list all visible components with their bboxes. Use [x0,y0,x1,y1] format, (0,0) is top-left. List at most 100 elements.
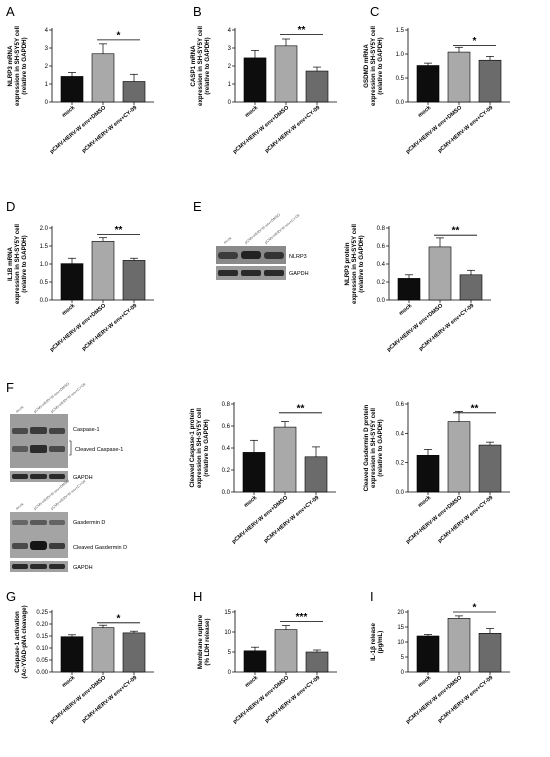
a-category-label: pCMV-HERV-W env+CY-09 [81,105,138,154]
f1-y-tick-label: 0.8 [222,402,231,408]
b-y-label: (relative to GAPDH) [204,37,211,94]
e-y-tick-label: 0.4 [377,262,386,268]
i-y-tick-label: 0 [401,670,405,676]
e-category-label: mock [398,302,414,317]
f2-bar [416,455,440,493]
blot-f2-label-gsdmd: Gasdermin D [73,520,105,526]
blot-e-band-nlrp3-lane1 [218,252,238,259]
blot-f2-band-cleaved-lane1 [12,543,28,549]
f1-y-label: Cleaved Caspase-1 protein [189,408,196,487]
blot-f2-label-cleaved: Cleaved Gasdermin D [73,545,127,551]
f2-bar [447,421,471,493]
b-bar [243,57,267,103]
blot-f2-lane-3: pCMV-HERV-W env+CY-09 [50,479,86,510]
blot-f2-label-gapdh: GAPDH [73,565,93,571]
chart-e-nlrp3-protein: 0.0 0.2 0.4 0.6 0.8 NLRP3 protein expression i… [344,224,491,353]
a-y-tick-label: 2 [45,64,49,70]
blot-e-label-gapdh: GAPDH [289,271,309,277]
i-y-tick-label: 5 [401,655,405,661]
c-significance-marker: * [473,36,477,47]
f1-y-tick-label: 0.6 [222,424,231,430]
c-y-label: expression in SH-SY5Y cell [370,26,377,106]
c-category-label: pCMV-HERV-W env+CY-09 [437,105,494,154]
c-y-tick-label: 1.0 [396,52,405,58]
chart-c-gsdmd-mrna: 0.0 0.5 1.0 1.5 GSDMD mRNA expression in SH-S… [363,26,510,155]
blot-f2-band-gsdmd-lane2 [30,520,47,525]
panel-letter-c: C [370,4,379,19]
f1-category-label: pCMV-HERV-W env+DMSO [231,495,290,546]
d-category-label: pCMV-HERV-W env+CY-09 [81,303,138,352]
d-y-label: (relative to GAPDH) [21,235,28,292]
blot-f2-gapdh-lane2 [30,564,47,569]
d-category-label: pCMV-HERV-W env+DMSO [49,303,108,354]
blot-f2-gapdh-lane1 [12,564,28,569]
a-y-tick-label: 1 [45,82,49,88]
a-bar [91,53,115,103]
a-y-label: (relative to GAPDH) [21,37,28,94]
h-y-tick-label: 0 [228,670,232,676]
h-y-tick-label: 10 [224,630,231,636]
blot-f1-label-gapdh: GAPDH [73,475,93,481]
g-bar [60,636,84,673]
a-significance-marker: * [117,30,121,41]
e-category-label: pCMV-HERV-W env+CY-09 [418,303,475,352]
h-significance-marker: *** [296,612,308,623]
blot-f1-band-casp1-lane3 [49,428,65,434]
blot-e-band-nlrp3-lane2 [241,251,261,259]
f1-category-label: mock [243,494,259,509]
d-category-label: mock [61,302,77,317]
b-y-tick-label: 4 [228,28,232,34]
f1-bar [242,452,266,493]
h-y-tick-label: 15 [224,610,231,616]
g-significance-marker: * [117,613,121,624]
panel-letter-g: G [6,589,16,604]
a-bar [122,81,146,103]
d-y-tick-label: 0.5 [40,280,49,286]
f2-y-label: expression in SH-SY5Y cell [370,408,377,488]
f1-category-label: pCMV-HERV-W env+CY-09 [263,495,320,544]
h-y-label: Membrane rupture [197,614,204,669]
c-category-label: pCMV-HERV-W env+DMSO [405,105,464,156]
f2-bar [478,444,502,493]
h-category-label: pCMV-HERV-W env+DMSO [232,675,291,726]
f2-category-label: pCMV-HERV-W env+CY-09 [437,495,494,544]
e-significance-marker: ** [452,226,460,237]
e-y-label: (relative to GAPDH) [358,235,365,292]
e-category-label: pCMV-HERV-W env+DMSO [386,303,445,354]
f2-category-label: mock [417,494,433,509]
blot-f1-band-cleaved-lane2 [30,445,47,453]
i-significance-marker: * [473,603,477,614]
i-category-label: mock [417,674,433,689]
h-y-label: (% LDH release) [204,618,211,665]
blot-f1-gapdh-lane3 [49,474,65,479]
c-y-label: GSDMD mRNA [363,44,370,88]
panel-letter-a: A [6,4,15,19]
blot-f1-gapdh-lane1 [12,474,28,479]
e-y-tick-label: 0.2 [377,280,386,286]
blot-f2-band-gsdmd-lane3 [49,520,65,525]
c-y-tick-label: 0.0 [396,100,405,106]
blot-e-lane-2: pCMV-HERV-W env+DMSO [244,213,281,245]
i-y-tick-label: 10 [397,640,404,646]
blot-f1-lane-1: mock [15,405,24,414]
f2-y-label: (relative to GAPDH) [377,419,384,476]
d-significance-marker: ** [115,225,123,236]
i-bar [447,617,471,673]
g-bar [91,627,115,673]
blot-f2-band-cleaved-lane2 [30,541,47,550]
f1-y-label: expression in SH-SY5Y cell [196,408,203,488]
e-bar [428,246,452,301]
f2-category-label: pCMV-HERV-W env+DMSO [405,495,464,546]
g-category-label: pCMV-HERV-W env+DMSO [49,675,108,726]
a-y-tick-label: 3 [45,46,49,52]
blot-f2-band-cleaved-lane3 [49,543,65,549]
b-y-tick-label: 1 [228,82,232,88]
blot-f-gasdermin: mock pCMV-HERV-W env+DMSO pCMV-HERV-W en… [10,479,127,572]
blot-e-band-gapdh-lane1 [218,270,238,276]
f2-y-tick-label: 0.4 [396,431,405,437]
f1-significance-marker: ** [297,403,305,414]
e-y-tick-label: 0.6 [377,244,386,250]
b-category-label: mock [244,104,260,119]
g-y-tick-label: 0.05 [36,658,48,664]
